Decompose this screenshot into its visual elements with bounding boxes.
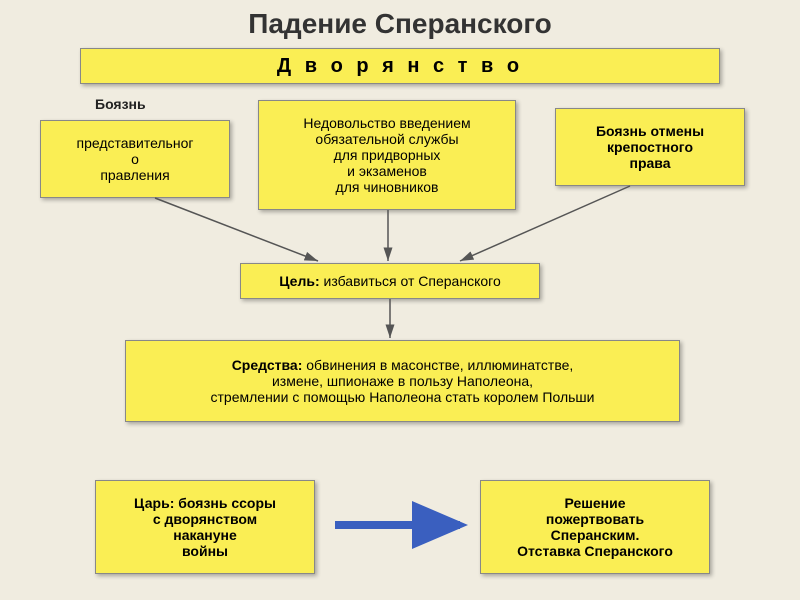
box-left-l2: о [131, 151, 139, 167]
box-discontent-service: Недовольство введением обязательной служ… [258, 100, 516, 210]
box-right-l3: права [629, 155, 670, 171]
tsar-l2: с дворянством [153, 511, 257, 527]
decision-l3: Сперанским. [551, 527, 640, 543]
means-l3: стремлении с помощью Наполеона стать кор… [211, 389, 595, 405]
box-right-l2: крепостного [607, 139, 693, 155]
page-title: Падение Сперанского [0, 0, 800, 40]
means-prefix: Средства: [232, 357, 303, 373]
box-mid-l4: и экзаменов [347, 163, 427, 179]
means-l2: измене, шпионаже в пользу Наполеона, [272, 373, 533, 389]
box-left-l3: правления [100, 167, 169, 183]
box-mid-l2: обязательной службы [315, 131, 458, 147]
means-l1-rest: обвинения в масонстве, иллюминатстве, [302, 357, 573, 373]
box-means: Средства: обвинения в масонстве, иллюмин… [125, 340, 680, 422]
banner-dvoryanstvo: Д в о р я н с т в о [80, 48, 720, 84]
tsar-l4: войны [182, 543, 228, 559]
box-mid-l5: для чиновников [336, 179, 439, 195]
banner-text: Д в о р я н с т в о [277, 55, 523, 78]
box-fear-serfdom: Боязнь отмены крепостного права [555, 108, 745, 186]
box-right-l1: Боязнь отмены [596, 123, 704, 139]
goal-text: Цель: избавиться от Сперанского [279, 273, 500, 289]
label-fear: Боязнь [95, 96, 146, 112]
box-left-l1: представительног [77, 135, 194, 151]
box-mid-l3: для придворных [334, 147, 441, 163]
means-l1: Средства: обвинения в масонстве, иллюмин… [232, 357, 574, 373]
box-decision: Решение пожертвовать Сперанским. Отставк… [480, 480, 710, 574]
box-tsar-fear: Царь: боязнь ссоры с дворянством наканун… [95, 480, 315, 574]
decision-l1: Решение [564, 495, 625, 511]
goal-rest: избавиться от Сперанского [320, 273, 501, 289]
decision-l2: пожертвовать [546, 511, 644, 527]
tsar-l3: накануне [173, 527, 237, 543]
box-representative-rule: представительног о правления [40, 120, 230, 198]
box-mid-l1: Недовольство введением [303, 115, 470, 131]
decision-l4: Отставка Сперанского [517, 543, 673, 559]
goal-prefix: Цель: [279, 273, 319, 289]
box-goal: Цель: избавиться от Сперанского [240, 263, 540, 299]
tsar-l1: Царь: боязнь ссоры [134, 495, 276, 511]
